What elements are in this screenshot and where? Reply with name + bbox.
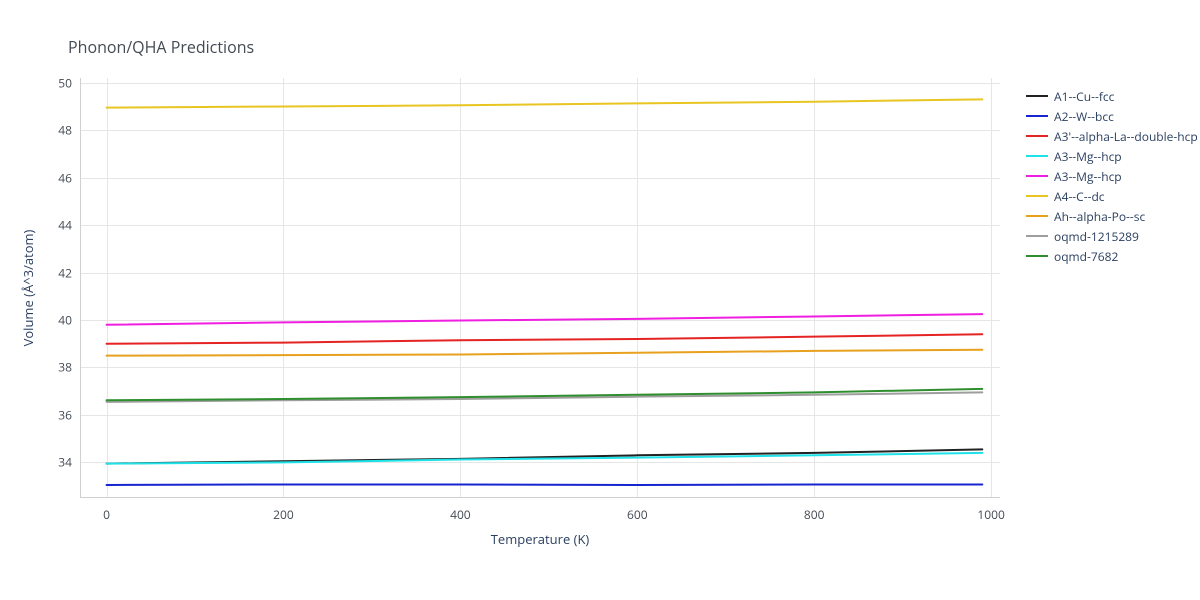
- legend-label: A4--C--dc: [1054, 188, 1105, 205]
- legend-label: A3'--alpha-La--double-hcp: [1054, 128, 1198, 145]
- x-tick-label: 800: [804, 506, 825, 523]
- y-tick-label: 50: [58, 74, 72, 91]
- y-tick-label: 48: [58, 122, 72, 139]
- legend-item[interactable]: oqmd-7682: [1026, 246, 1198, 266]
- series-line[interactable]: [107, 453, 983, 464]
- series-line[interactable]: [107, 392, 983, 401]
- legend-swatch: [1026, 155, 1048, 157]
- y-tick-label: 44: [58, 217, 72, 234]
- legend[interactable]: A1--Cu--fcc A2--W--bcc A3'--alpha-La--doub…: [1026, 86, 1198, 266]
- legend-swatch: [1026, 135, 1048, 137]
- plot-area[interactable]: [80, 78, 1000, 498]
- series-line[interactable]: [107, 314, 983, 325]
- legend-item[interactable]: A3'--alpha-La--double-hcp: [1026, 126, 1198, 146]
- x-tick-label: 600: [627, 506, 648, 523]
- series-line[interactable]: [107, 449, 983, 463]
- y-axis-label: Volume (Å^3/atom): [19, 230, 37, 347]
- legend-label: A2--W--bcc: [1054, 108, 1114, 125]
- legend-label: A3--Mg--hcp: [1054, 148, 1122, 165]
- x-axis-label: Temperature (K): [491, 530, 590, 548]
- chart-title: Phonon/QHA Predictions: [68, 36, 254, 58]
- chart-container: Phonon/QHA Predictions Temperature (K) V…: [0, 0, 1200, 600]
- legend-swatch: [1026, 235, 1048, 237]
- x-tick-label: 1000: [977, 506, 1004, 523]
- legend-swatch: [1026, 115, 1048, 117]
- series-line[interactable]: [107, 99, 983, 107]
- series-line[interactable]: [107, 334, 983, 343]
- y-tick-label: 36: [58, 406, 72, 423]
- legend-item[interactable]: A3--Mg--hcp: [1026, 146, 1198, 166]
- legend-swatch: [1026, 215, 1048, 217]
- legend-item[interactable]: A3--Mg--hcp: [1026, 166, 1198, 186]
- series-layer: [80, 78, 1000, 498]
- y-tick-label: 34: [58, 454, 72, 471]
- y-tick-label: 40: [58, 312, 72, 329]
- series-line[interactable]: [107, 350, 983, 356]
- legend-label: A3--Mg--hcp: [1054, 168, 1122, 185]
- legend-label: oqmd-1215289: [1054, 228, 1139, 245]
- x-tick-label: 400: [450, 506, 471, 523]
- y-tick-label: 38: [58, 359, 72, 376]
- x-tick-label: 0: [103, 506, 110, 523]
- legend-swatch: [1026, 195, 1048, 197]
- legend-swatch: [1026, 175, 1048, 177]
- legend-label: Ah--alpha-Po--sc: [1054, 208, 1145, 225]
- legend-label: oqmd-7682: [1054, 248, 1118, 265]
- legend-item[interactable]: A2--W--bcc: [1026, 106, 1198, 126]
- legend-item[interactable]: A4--C--dc: [1026, 186, 1198, 206]
- legend-swatch: [1026, 255, 1048, 257]
- legend-item[interactable]: oqmd-1215289: [1026, 226, 1198, 246]
- x-tick-label: 200: [273, 506, 294, 523]
- y-tick-label: 42: [58, 264, 72, 281]
- y-tick-label: 46: [58, 169, 72, 186]
- legend-item[interactable]: Ah--alpha-Po--sc: [1026, 206, 1198, 226]
- legend-swatch: [1026, 95, 1048, 97]
- legend-label: A1--Cu--fcc: [1054, 88, 1114, 105]
- legend-item[interactable]: A1--Cu--fcc: [1026, 86, 1198, 106]
